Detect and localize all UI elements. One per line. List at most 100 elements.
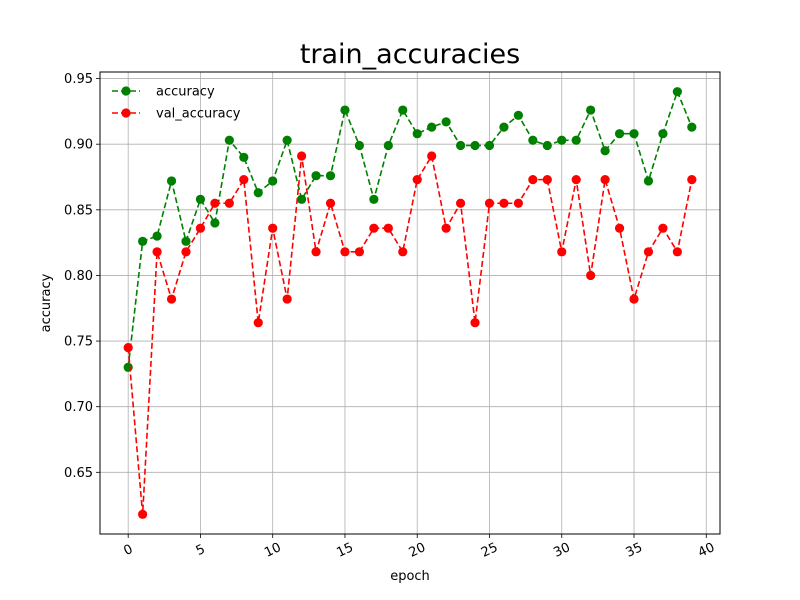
data-point [412, 175, 422, 185]
data-point [441, 117, 451, 127]
chart-title: train_accuracies [300, 39, 520, 70]
data-point [383, 223, 393, 233]
data-point [528, 135, 538, 145]
ticks: 0 5 10 15 20 25 30 35 400.650.700.750.800.850.90… [64, 72, 717, 561]
legend-label: accuracy [156, 85, 215, 100]
data-point [513, 198, 523, 208]
data-point [123, 343, 133, 353]
data-point [166, 176, 177, 186]
data-point [427, 122, 437, 132]
data-point [268, 176, 278, 186]
legend-marker [121, 86, 131, 96]
series-accuracy [123, 87, 697, 372]
series-val-accuracy [123, 151, 697, 519]
data-point [600, 175, 610, 185]
data-point [398, 105, 408, 115]
data-point [325, 198, 336, 208]
data-point [239, 152, 249, 162]
data-point [354, 247, 365, 257]
series-line [127, 89, 693, 368]
data-point [123, 362, 133, 372]
data-point [557, 135, 567, 145]
data-point [643, 247, 654, 257]
data-point [311, 247, 321, 257]
data-point [643, 176, 654, 186]
data-point [528, 175, 538, 185]
y-tick-label: 0.95 [64, 72, 93, 87]
data-point [412, 129, 422, 139]
data-point [600, 146, 610, 156]
y-tick-label: 0.85 [64, 203, 93, 218]
data-point [672, 247, 682, 257]
legend: accuracy val_accuracy [112, 85, 241, 122]
data-point [181, 236, 191, 246]
y-tick-label: 0.65 [64, 466, 93, 481]
data-point [268, 223, 278, 233]
data-point [282, 294, 292, 304]
data-point [470, 318, 480, 328]
data-point [253, 318, 263, 328]
data-point [470, 140, 480, 151]
data-point [672, 87, 682, 97]
data-point [586, 270, 596, 281]
data-point [557, 247, 567, 257]
y-tick-label: 0.70 [64, 400, 93, 415]
data-point [398, 247, 408, 257]
data-point [484, 198, 495, 208]
plot-frame [99, 71, 721, 535]
data-point [210, 218, 220, 228]
data-point [369, 194, 379, 204]
data-point [687, 175, 697, 185]
series-layer [123, 87, 697, 519]
data-point [658, 223, 668, 233]
data-point [427, 151, 437, 161]
x-tick-label: 35 [624, 540, 645, 561]
data-point [441, 223, 451, 233]
data-point [181, 247, 191, 257]
y-tick-label: 0.90 [64, 138, 93, 153]
data-point [195, 223, 206, 233]
data-point [354, 140, 365, 151]
data-point [253, 188, 263, 198]
y-tick-label: 0.75 [64, 335, 93, 350]
data-point [239, 175, 249, 185]
data-point [571, 175, 581, 185]
data-point [629, 129, 639, 139]
legend-item: accuracy [112, 85, 215, 100]
data-point [455, 140, 466, 151]
legend-marker [121, 108, 131, 118]
x-tick-label: 20 [407, 540, 428, 561]
x-axis-label: epoch [390, 569, 430, 584]
data-point [166, 294, 177, 304]
grid [100, 72, 720, 534]
data-point [224, 135, 234, 145]
data-point [513, 110, 523, 120]
data-point [325, 171, 336, 181]
data-point [195, 194, 206, 204]
data-point [152, 247, 162, 257]
data-point [542, 175, 552, 185]
x-tick-label: 30 [551, 540, 572, 561]
data-point [629, 294, 639, 304]
data-point [484, 140, 495, 151]
data-point [499, 198, 509, 208]
y-axis-label: accuracy [39, 273, 54, 332]
data-point [687, 122, 697, 132]
data-point [658, 129, 668, 139]
legend-label: val_accuracy [156, 107, 241, 122]
data-point [571, 135, 581, 145]
y-tick-label: 0.80 [64, 269, 93, 284]
data-point [586, 105, 596, 115]
data-point [297, 194, 307, 204]
data-point [152, 231, 162, 241]
x-tick-label: 40 [696, 540, 717, 561]
data-point [542, 140, 552, 151]
x-tick-label: 25 [479, 540, 500, 561]
x-tick-label: 15 [335, 540, 356, 561]
data-point [138, 236, 148, 246]
data-point [383, 140, 393, 151]
data-point [340, 105, 350, 115]
data-point [224, 198, 234, 208]
data-point [210, 198, 220, 208]
